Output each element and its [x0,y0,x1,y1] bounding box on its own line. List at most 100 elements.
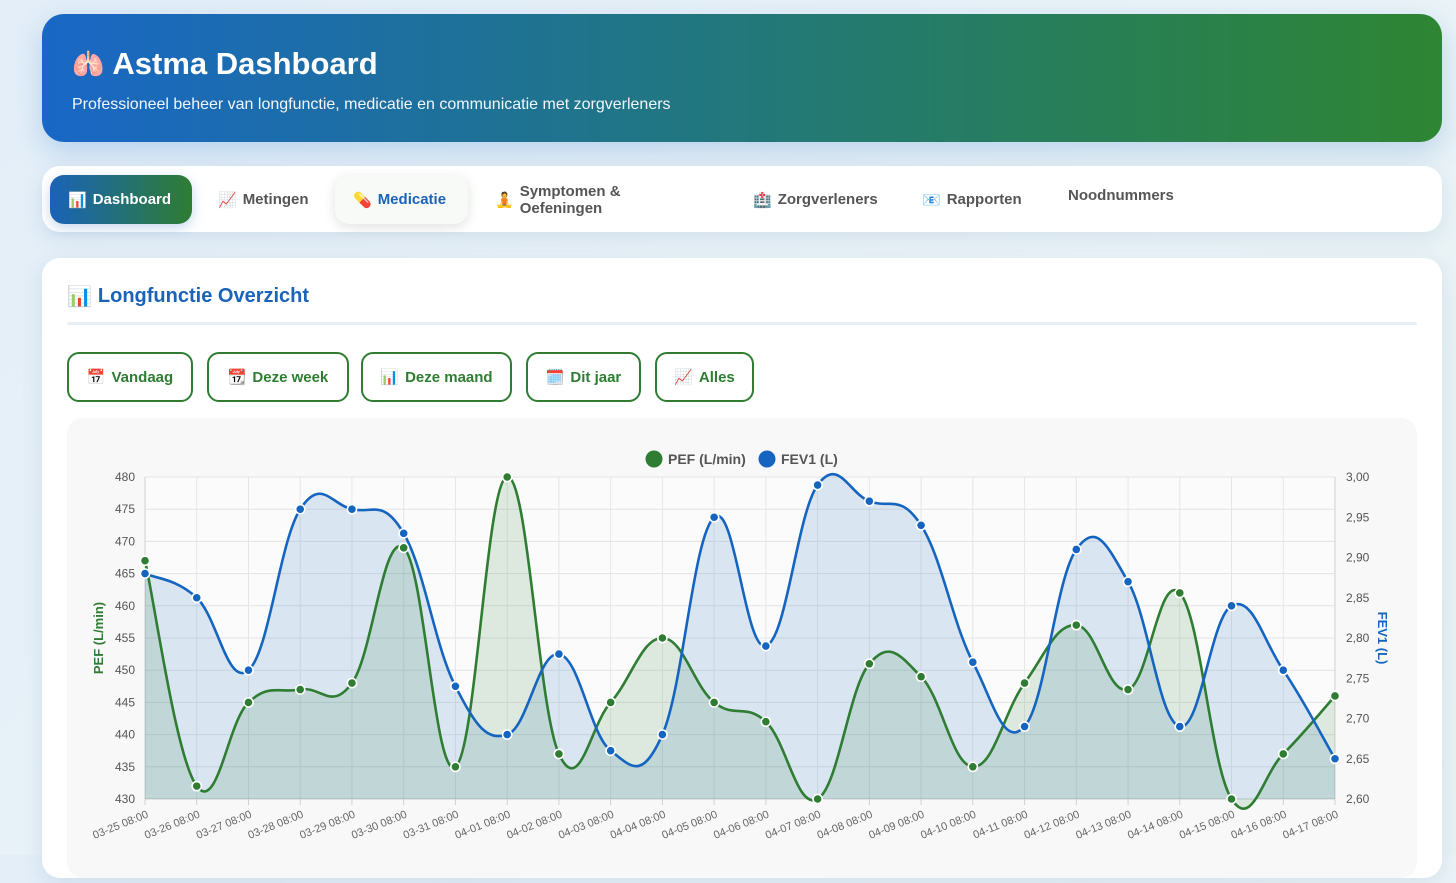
x-tick-label: 04-04 08:00 [609,809,668,842]
filter-label: Deze maand [405,368,493,386]
pef-data-point[interactable] [967,761,979,773]
y2-axis-title: FEV1 (L) [1375,612,1390,665]
lung-function-card: 📊 Longfunctie Overzicht 📅 Vandaag 📆 Deze… [42,258,1442,878]
fev1-data-point[interactable] [656,729,668,740]
pef-data-point[interactable] [1122,684,1134,695]
fev1-data-point[interactable] [191,592,203,604]
lung-function-chart[interactable]: 480 475 470 465 460 455 450 445 440 435 430 3,00 2,9… [67,418,1417,878]
pef-data-point[interactable] [656,632,668,644]
y2-tick-label: 2,60 [1346,792,1370,806]
tab-label: Metingen [242,191,309,208]
pef-data-point[interactable] [243,696,254,708]
fev1-data-point[interactable] [398,527,410,539]
fev1-data-point[interactable] [1019,721,1030,732]
fev1-data-point[interactable] [708,511,720,523]
filter-dit-jaar-button[interactable]: 🗓️ Dit jaar [526,352,641,402]
fev1-data-point[interactable] [450,680,461,692]
tab-symptomen-oefeningen[interactable]: 🧘 Symptomen & Oefeningen [477,175,722,224]
y2-tick-label: 2,80 [1346,631,1370,645]
fev1-data-point[interactable] [294,503,306,515]
fev1-data-point[interactable] [139,568,151,579]
pef-data-point[interactable] [1019,677,1030,689]
pef-data-point[interactable] [1174,587,1186,599]
x-tick-label: 04-11 08:00 [972,809,1030,842]
trend-chart-icon: 📈 [674,369,693,386]
email-icon: 📧 [922,191,941,209]
x-tick-label: 04-08 08:00 [816,809,875,842]
fev1-data-point[interactable] [1174,721,1186,732]
x-tick-label: 03-28 08:00 [246,809,305,842]
pef-data-point[interactable] [501,471,513,483]
section-title: 📊 Longfunctie Overzicht [67,284,309,309]
fev1-data-point[interactable] [812,479,824,491]
filter-alles-button[interactable]: 📈 Alles [655,352,754,402]
tab-dashboard[interactable]: 📊 Dashboard [50,175,192,224]
main-navigation: 📊 Dashboard 📈 Metingen 💊 Medicatie 🧘 Sym… [42,166,1442,232]
tab-medicatie[interactable]: 💊 Medicatie [335,175,468,224]
app-header: 🫁 Astma Dashboard Professioneel beheer v… [42,14,1442,142]
pef-data-point[interactable] [139,555,151,567]
pef-data-point[interactable] [915,671,927,683]
pef-data-point[interactable] [605,696,617,708]
fev1-data-point[interactable] [243,664,254,676]
y-tick-label: 440 [115,728,135,742]
pef-data-point[interactable] [191,780,203,792]
fev1-data-point[interactable] [1329,753,1341,765]
tab-label: Symptomen & Oefeningen [519,182,621,217]
fev1-data-point[interactable] [346,503,358,515]
fev1-data-point[interactable] [501,729,513,740]
x-tick-label: 03-27 08:00 [195,809,254,842]
x-tick-label: 04-02 08:00 [505,809,564,842]
fev1-data-point[interactable] [760,640,772,652]
divider [67,322,1417,325]
y-tick-label: 450 [115,663,135,677]
tab-rapporten[interactable]: 📧 Rapporten [904,175,1044,224]
filter-deze-week-button[interactable]: 📆 Deze week [207,352,349,402]
fev1-data-point[interactable] [915,519,927,531]
fev1-data-point[interactable] [1277,664,1289,676]
pef-data-point[interactable] [1226,793,1237,805]
pef-data-point[interactable] [450,761,461,773]
fev1-data-point[interactable] [967,656,979,668]
fev1-data-point[interactable] [605,745,617,757]
x-tick-label: 04-13 08:00 [1074,809,1133,842]
x-tick-label: 03-26 08:00 [143,809,202,842]
pef-data-point[interactable] [1070,619,1082,631]
x-tick-label: 04-07 08:00 [764,809,823,842]
tab-metingen[interactable]: 📈 Metingen [200,175,320,224]
fev1-data-point[interactable] [553,648,565,660]
y-tick-label: 435 [115,760,135,774]
tab-zorgverleners[interactable]: 🏥 Zorgverleners [735,175,895,224]
pef-data-point[interactable] [863,658,875,670]
calendar-year-icon: 🗓️ [545,369,565,386]
tab-label: Zorgverleners [777,191,878,208]
y-tick-label: 455 [115,631,135,645]
pef-data-point[interactable] [760,716,772,728]
bar-chart-icon: 📊 [67,286,92,308]
legend-fev1-swatch[interactable] [758,450,776,468]
y2-tick-label: 3,00 [1346,470,1370,484]
legend-pef-swatch[interactable] [645,450,663,468]
pef-data-point[interactable] [398,542,410,554]
pef-data-point[interactable] [1277,748,1289,760]
x-tick-label: 04-06 08:00 [712,809,771,842]
fev1-data-point[interactable] [1070,544,1082,555]
fev1-data-point[interactable] [863,495,875,507]
y2-tick-label: 2,85 [1346,591,1370,605]
pef-data-point[interactable] [812,793,824,805]
tab-noodnummers[interactable]: Noodnummers [1050,171,1190,220]
x-tick-label: 04-12 08:00 [1022,809,1081,842]
filter-label: Dit jaar [570,368,622,386]
y-tick-label: 465 [115,567,135,581]
y-tick-label: 460 [115,599,135,613]
pef-data-point[interactable] [553,748,565,760]
fev1-data-point[interactable] [1226,600,1237,612]
pill-icon: 💊 [353,191,372,209]
pef-data-point[interactable] [1329,690,1341,702]
pef-data-point[interactable] [294,684,306,695]
filter-vandaag-button[interactable]: 📅 Vandaag [67,352,193,402]
pef-data-point[interactable] [346,677,358,689]
pef-data-point[interactable] [708,696,720,708]
fev1-data-point[interactable] [1122,576,1134,588]
filter-deze-maand-button[interactable]: 📊 Deze maand [361,352,512,402]
